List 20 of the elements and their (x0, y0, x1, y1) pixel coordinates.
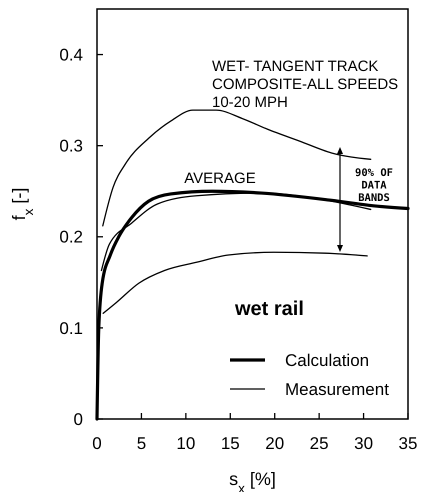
y-tick-label: 0.1 (59, 318, 83, 338)
x-tick-label: 0 (92, 434, 102, 453)
legend-label: Measurement (285, 380, 390, 399)
x-tick-label: 20 (265, 434, 284, 453)
y-tick-label: 0 (74, 410, 83, 429)
annotation: AVERAGE (184, 170, 256, 187)
y-tick-label: 0.2 (59, 228, 83, 247)
annotation: WET- TANGENT TRACK COMPOSITE-ALL SPEEDS 10-20 MPH (212, 58, 398, 111)
x-tick-label: 15 (220, 434, 240, 453)
annotation: 90% OF DATA BANDS (355, 167, 393, 204)
x-tick-label: 5 (136, 434, 146, 453)
x-tick-label: 35 (398, 434, 418, 453)
x-tick-label: 25 (310, 434, 329, 453)
y-tick-label: 0.4 (59, 46, 83, 65)
legend-label: Calculation (285, 350, 370, 370)
y-tick-label: 0.3 (59, 136, 83, 156)
x-tick-label: 10 (176, 434, 196, 453)
line-series (102, 252, 368, 314)
x-tick-label: 30 (354, 434, 374, 453)
legend-title: wet rail (234, 298, 304, 320)
